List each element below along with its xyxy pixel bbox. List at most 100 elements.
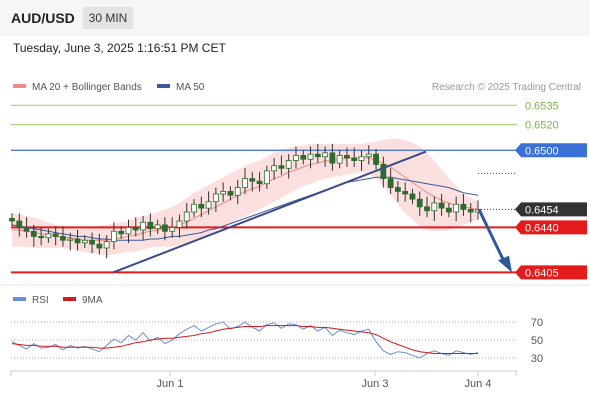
candle-body [132,227,139,231]
ma50-line [11,176,479,241]
candle-body [60,236,66,241]
candle-body [278,165,285,169]
candle-body [242,178,248,188]
candle-body [16,220,23,228]
rsi-tick-label: 30 [531,353,543,365]
trend-line [112,150,427,274]
legend-label: 9MA [82,295,103,306]
candle-body [205,201,212,209]
level-label: 0.6535 [525,100,559,112]
x-tick-label: Jun 3 [362,378,389,390]
candle-body [234,187,241,196]
chart-header: AUD/USD 30 MIN [0,0,590,36]
candle-body [271,165,278,172]
candle-body [293,155,299,161]
candle-body [344,155,350,159]
candle-body [380,164,387,179]
rsi-9ma-line [11,325,478,354]
candle-body [183,211,190,222]
legend-label: MA 20 + Bollinger Bands [32,82,142,93]
level-label: 0.6500 [525,145,559,157]
candle-body [424,206,430,212]
candle-body [227,191,234,196]
forecast-arrow-head [498,255,512,273]
rsi-legend: RSI 9MA [13,295,103,306]
candle-body [212,193,219,203]
candle-body [402,191,409,195]
candle-body [409,193,416,200]
candle-body [453,203,460,213]
bollinger-band [12,138,478,256]
level-tag [515,220,587,235]
candle-body [198,203,205,209]
candle-body [96,243,103,249]
candle-body [38,236,45,239]
candle-body [336,155,343,164]
legend-swatch [63,297,76,301]
level-label: 0.6440 [525,222,559,234]
candle-body [67,238,74,241]
candle-body [45,233,52,239]
legend-label: MA 50 [176,82,205,93]
candle-body [263,170,270,185]
level-tag [515,143,587,158]
candles [9,143,481,259]
rsi-tick-label: 50 [531,335,543,347]
candle-body [154,224,161,230]
candle-body [81,239,88,244]
candle-body [9,218,15,222]
candle-body [89,239,95,245]
candle-body [191,203,197,213]
candle-body [147,221,154,230]
candle-body [249,178,256,182]
candle-body [30,230,37,237]
instrument-label: AUD/USD [11,10,75,26]
candle-body [431,202,438,212]
legend-swatch [13,297,26,301]
legend-swatch [13,84,26,88]
candle-body [111,230,117,242]
x-tick-label: Jun 1 [157,378,184,390]
candle-body [351,157,358,161]
level-label: 0.6454 [525,204,559,216]
candle-body [162,224,168,232]
rsi-tick-label: 70 [531,317,543,329]
level-label: 0.6405 [525,267,559,279]
candle-body [314,153,321,158]
x-tick-label: Jun 4 [465,378,492,390]
credit-text: Research © 2025 Trading Central [432,82,581,93]
candle-body [416,198,423,208]
price-legend: MA 20 + Bollinger Bands MA 50 [13,82,205,93]
level-label: 0.6520 [525,120,559,132]
candle-body [358,156,365,161]
candle-body [322,152,328,158]
candle-body [387,178,394,188]
candle-body [118,230,125,235]
price-levels: 0.6535 0.6520 0.6500 0.6454 0.6440 0.6405 [11,100,587,280]
candle-body [300,155,307,160]
candle-body [365,153,372,158]
rsi-line [11,321,479,359]
candle-body [445,207,452,213]
candle-body [460,203,467,210]
candle-body [169,227,176,232]
candle-body [285,160,292,169]
level-tag [515,265,587,280]
candle-body [256,180,263,185]
candle-body [307,153,314,160]
candle-body [176,220,183,228]
legend-swatch [157,84,170,88]
candle-body [103,241,110,249]
timeframe-button[interactable]: 30 MIN [83,7,133,29]
candle-body [125,227,132,235]
candle-body [52,233,59,237]
candle-body [140,221,146,231]
candle-body [220,191,227,195]
candle-body [74,238,81,244]
legend-label: RSI [32,295,49,306]
candle-body [395,187,401,192]
candle-body [23,227,30,232]
candle-body [467,209,474,213]
report-datetime: Tuesday, June 3, 2025 1:16:51 PM CET [13,41,226,55]
